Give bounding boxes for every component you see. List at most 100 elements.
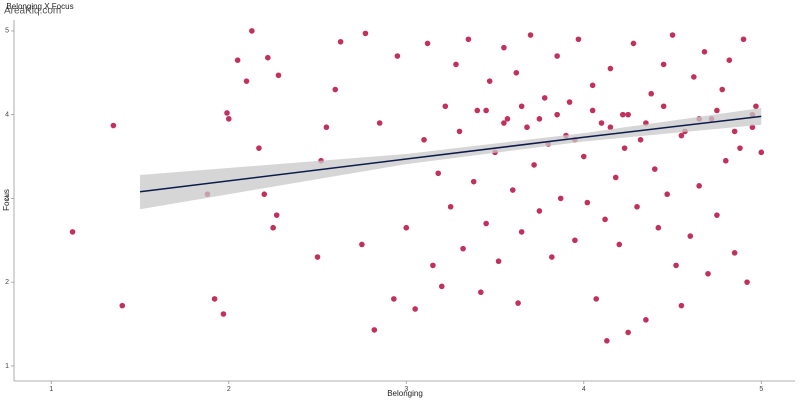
- point: [273, 212, 280, 218]
- point: [630, 40, 637, 47]
- point: [731, 128, 738, 135]
- point: [513, 69, 520, 76]
- point: [621, 145, 628, 151]
- point: [424, 40, 431, 47]
- point: [224, 110, 230, 116]
- x-tick-label: 4: [582, 386, 586, 393]
- point: [655, 224, 662, 231]
- x-tick-label: 3: [404, 386, 408, 393]
- point: [275, 72, 282, 79]
- point: [696, 183, 702, 189]
- x-axis-label: Belonging: [387, 389, 423, 398]
- point: [69, 229, 76, 235]
- point: [637, 136, 644, 143]
- point: [589, 82, 596, 89]
- point: [332, 86, 339, 93]
- point: [371, 327, 378, 333]
- point: [607, 124, 614, 131]
- point: [541, 95, 548, 101]
- point: [616, 241, 623, 248]
- point: [412, 306, 418, 312]
- point: [566, 99, 573, 105]
- point: [337, 38, 344, 45]
- point: [483, 220, 489, 227]
- point: [256, 145, 262, 151]
- point: [518, 229, 525, 235]
- point: [687, 233, 694, 239]
- point: [453, 61, 459, 68]
- point: [678, 302, 685, 309]
- point: [580, 153, 587, 160]
- point: [225, 116, 232, 122]
- point: [726, 57, 733, 64]
- point: [648, 90, 655, 97]
- point: [536, 208, 543, 214]
- point: [456, 128, 463, 135]
- point: [651, 166, 658, 172]
- x-tick-label: 2: [227, 386, 231, 393]
- point: [470, 178, 477, 185]
- point: [643, 317, 649, 323]
- point: [554, 111, 560, 118]
- point: [438, 283, 445, 290]
- point: [593, 296, 599, 302]
- point: [478, 289, 484, 296]
- point: [531, 162, 537, 168]
- point: [664, 191, 670, 198]
- point: [220, 311, 227, 317]
- point: [442, 103, 449, 110]
- point: [620, 111, 626, 118]
- y-tick-label: 5: [5, 28, 9, 35]
- point: [504, 116, 511, 122]
- point: [634, 203, 640, 210]
- point: [261, 191, 268, 198]
- point: [495, 258, 502, 265]
- point: [714, 212, 720, 218]
- point: [527, 32, 534, 38]
- point: [598, 120, 605, 126]
- point: [243, 78, 250, 84]
- point: [515, 300, 521, 306]
- point: [465, 36, 472, 43]
- point: [483, 107, 489, 114]
- point: [660, 61, 667, 68]
- point: [314, 254, 321, 260]
- point: [722, 157, 729, 164]
- point: [740, 36, 747, 43]
- point: [403, 224, 410, 231]
- point: [678, 132, 685, 139]
- point: [362, 30, 369, 37]
- point: [394, 53, 401, 59]
- point: [737, 145, 743, 151]
- trend-line: [139, 115, 762, 193]
- x-tick-label: 1: [49, 386, 53, 393]
- x-tick-label: 5: [759, 386, 763, 393]
- point: [701, 49, 708, 55]
- point: [705, 270, 711, 277]
- point: [602, 216, 608, 223]
- point: [731, 250, 738, 256]
- point: [110, 122, 117, 129]
- point: [435, 170, 442, 177]
- point: [607, 65, 614, 72]
- point: [249, 28, 255, 34]
- point: [474, 107, 481, 114]
- point: [323, 124, 330, 131]
- point: [518, 103, 525, 110]
- point: [612, 174, 619, 181]
- point: [430, 262, 436, 269]
- point: [575, 36, 582, 43]
- point: [744, 279, 750, 285]
- point: [486, 78, 493, 84]
- point: [501, 120, 507, 126]
- point: [584, 199, 591, 206]
- point: [673, 262, 679, 269]
- y-tick-label: 3: [5, 195, 9, 202]
- point: [554, 53, 560, 59]
- y-tick-label: 4: [5, 111, 9, 118]
- point: [501, 44, 507, 51]
- point: [549, 254, 555, 260]
- point: [270, 224, 276, 231]
- point: [391, 296, 397, 302]
